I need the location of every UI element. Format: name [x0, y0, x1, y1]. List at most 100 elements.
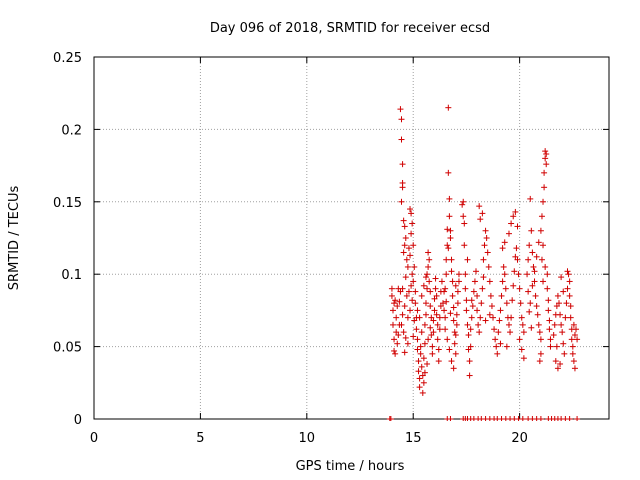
data-point [476, 329, 483, 336]
data-point [520, 355, 527, 362]
data-point [424, 271, 431, 278]
data-point [469, 303, 476, 310]
data-point [474, 307, 481, 314]
data-point [446, 346, 453, 353]
data-point [392, 350, 399, 357]
data-point [468, 297, 475, 304]
data-point [451, 329, 458, 336]
data-point [444, 336, 451, 343]
data-point [445, 169, 452, 176]
data-point [402, 235, 409, 241]
data-point [430, 329, 437, 336]
data-point [435, 358, 442, 365]
data-point [508, 314, 515, 321]
data-point [410, 333, 417, 340]
data-point [567, 314, 574, 321]
data-point [412, 300, 419, 307]
data-point [400, 249, 407, 256]
data-point [419, 389, 426, 396]
data-point [425, 263, 432, 270]
data-point [421, 340, 428, 347]
data-point [547, 336, 554, 343]
data-point [396, 298, 403, 305]
axis-ticks [93, 56, 609, 420]
data-point [494, 350, 501, 357]
data-point [535, 321, 542, 328]
grid-lines [94, 57, 609, 419]
data-point [445, 245, 452, 252]
data-point [391, 300, 398, 307]
data-point [436, 326, 443, 333]
data-point [404, 340, 411, 347]
data-point [445, 104, 452, 111]
data-point [475, 321, 482, 328]
data-point [397, 106, 404, 113]
data-point [547, 343, 554, 350]
data-point [524, 271, 531, 278]
data-point [541, 169, 548, 176]
data-point [403, 292, 410, 299]
data-point [395, 332, 402, 339]
x-tick-label: 5 [196, 431, 204, 446]
data-point [393, 314, 400, 321]
data-point [447, 310, 454, 317]
data-point [480, 274, 487, 281]
data-point [566, 292, 573, 299]
data-point [518, 314, 525, 321]
data-point [442, 314, 449, 321]
data-point [560, 288, 567, 295]
data-point [480, 256, 487, 263]
data-point [558, 274, 565, 281]
zero-marker [537, 416, 544, 421]
data-point [488, 303, 495, 310]
data-point [568, 336, 575, 343]
data-point [399, 311, 406, 318]
data-point [477, 216, 484, 223]
data-point [466, 372, 473, 379]
data-point [516, 336, 523, 343]
data-point [552, 358, 559, 365]
data-point [561, 350, 568, 357]
data-point [401, 303, 408, 310]
data-point [450, 304, 457, 311]
data-point [464, 321, 471, 328]
data-point [420, 355, 427, 362]
data-point [527, 300, 534, 307]
data-point [560, 340, 567, 347]
y-tick-label: 0.1 [61, 268, 82, 283]
data-point [444, 226, 451, 233]
data-point [536, 358, 543, 365]
data-point [415, 358, 422, 365]
data-point [391, 347, 398, 354]
data-point [477, 314, 484, 321]
data-point [433, 311, 440, 318]
data-point [443, 256, 450, 263]
data-point [498, 292, 505, 299]
data-point [443, 298, 450, 305]
data-point [432, 285, 439, 292]
data-point [540, 198, 547, 205]
data-point [525, 288, 532, 295]
data-point [468, 314, 475, 321]
data-point [467, 343, 474, 350]
data-point [410, 242, 417, 249]
data-point [414, 336, 421, 343]
data-point [570, 321, 577, 328]
data-point [424, 360, 431, 367]
data-point [531, 268, 538, 275]
data-point [499, 245, 506, 252]
data-point [545, 297, 552, 304]
data-point [538, 256, 545, 263]
data-point [532, 292, 539, 299]
data-point [398, 321, 405, 328]
data-point [481, 242, 488, 249]
data-point [448, 256, 455, 263]
data-point [409, 271, 416, 278]
data-point [426, 278, 433, 285]
data-point [486, 278, 493, 285]
data-point [441, 288, 448, 295]
data-point [404, 263, 411, 270]
data-point [421, 321, 428, 328]
x-tick-label: 0 [90, 431, 98, 446]
data-point [527, 195, 534, 202]
